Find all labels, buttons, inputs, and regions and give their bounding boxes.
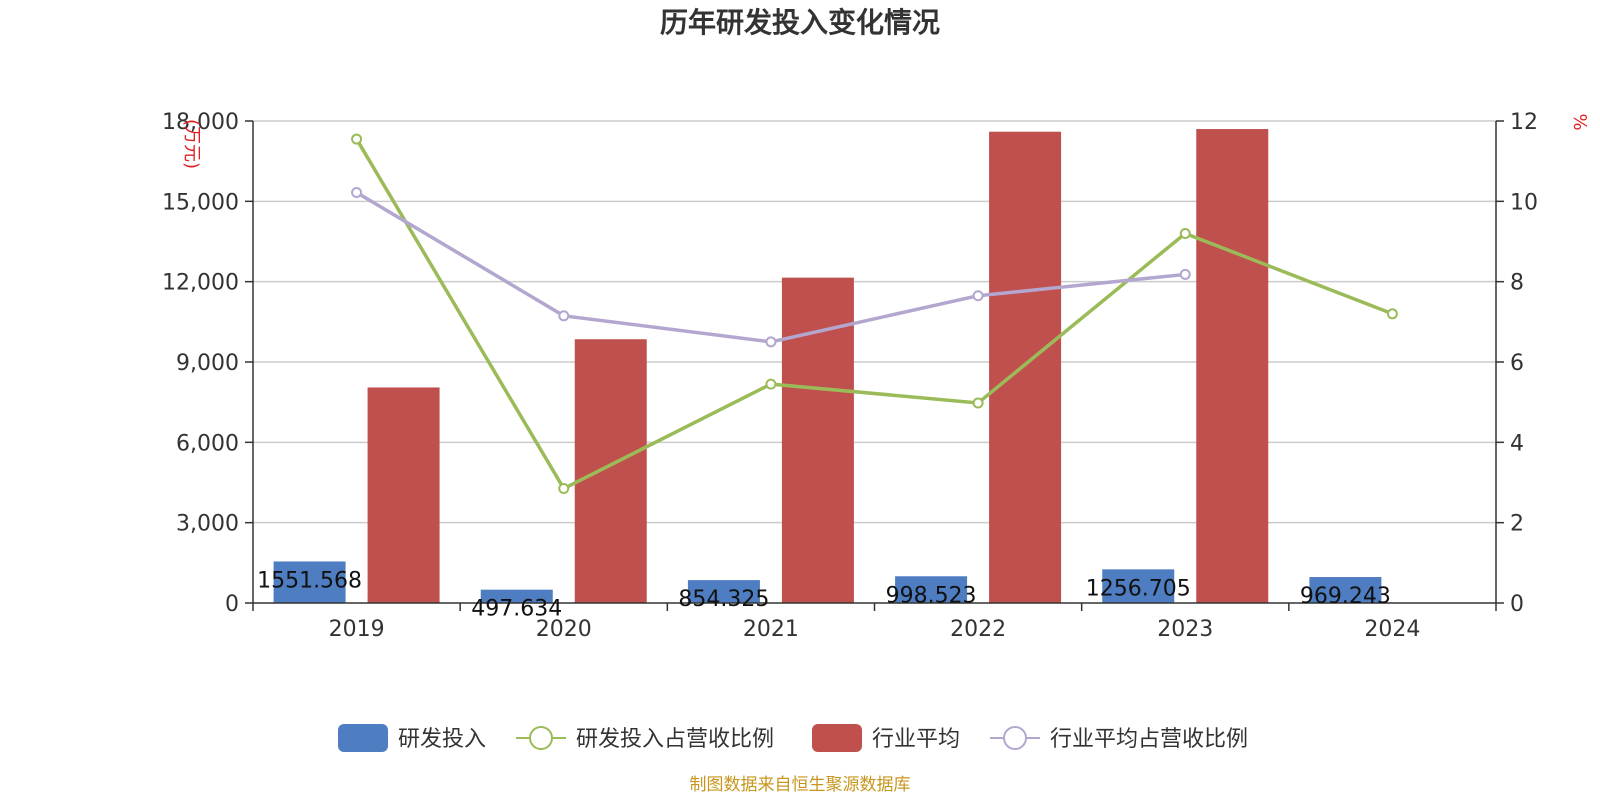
lines (351, 133, 1398, 495)
bar-rd-investment (1309, 577, 1382, 603)
bar-data-label: 1551.568 (257, 568, 362, 593)
x-axis-tick-label: 2021 (743, 617, 799, 642)
x-axis-tick-label: 2019 (329, 617, 385, 642)
bar-industry-average (1196, 129, 1269, 604)
data-labels: 1551.568 497.634 854.325 998.523 1256.705 969… (257, 568, 1391, 621)
chart-title: 历年研发投入变化情况 (660, 6, 940, 39)
legend-swatch-bar (812, 724, 862, 752)
line-rd-ratio (355, 138, 1394, 491)
bar-data-label: 854.325 (678, 587, 769, 612)
line-point (972, 290, 984, 302)
legend-label: 行业平均占营收比例 (1050, 727, 1248, 752)
bar-rd-investment (687, 580, 760, 603)
x-axis-tick-label: 2024 (1364, 617, 1420, 642)
right-axis-tick-label: 10 (1510, 190, 1538, 215)
left-axis-unit: (万元) (181, 119, 202, 169)
x-axis-tick-label: 2022 (950, 617, 1006, 642)
left-axis-tick-label: 0 (225, 592, 239, 617)
right-axis-tick-label: 6 (1510, 351, 1524, 376)
left-axis-tick-label: 6,000 (176, 431, 239, 456)
right-axis-tick-label: 4 (1510, 431, 1524, 456)
axes: 0 3,000 6,000 9,000 12,000 15,000 18,000 0 2 4 6 8 1… (162, 110, 1538, 642)
grid-lines (253, 120, 1496, 524)
line-point (765, 336, 777, 348)
bar-rd-investment (273, 561, 346, 603)
right-axis-tick-label: 12 (1510, 110, 1538, 135)
line-point (1179, 227, 1191, 239)
bar-industry-average (367, 387, 440, 603)
x-axis-tick-label: 2020 (536, 617, 592, 642)
bar-industry-average (574, 339, 647, 603)
bar-rd-investment (895, 576, 968, 603)
line-point (1386, 308, 1398, 320)
line-point (558, 310, 570, 322)
legend-swatch-marker (1003, 726, 1027, 750)
line-point (558, 483, 570, 495)
right-axis-tick-label: 8 (1510, 271, 1524, 296)
line-point (1179, 268, 1191, 280)
legend-label: 行业平均 (872, 727, 960, 752)
legend-label: 研发投入 (398, 727, 486, 752)
left-axis-tick-label: 12,000 (162, 271, 239, 296)
left-axis-tick-label: 18,000 (162, 110, 239, 135)
line-point (765, 378, 777, 390)
bar-data-label: 1256.705 (1086, 576, 1191, 601)
bar-industry-average (989, 131, 1062, 603)
line-point (351, 186, 363, 198)
bars (273, 129, 1382, 604)
legend-label: 研发投入占营收比例 (576, 727, 774, 752)
left-axis-tick-label: 15,000 (162, 190, 239, 215)
line-point (351, 133, 363, 145)
left-axis-tick-label: 3,000 (176, 512, 239, 537)
x-axis-tick-label: 2023 (1157, 617, 1213, 642)
right-axis-unit: % (1569, 113, 1590, 130)
legend-swatch-bar (338, 724, 388, 752)
line-point (972, 397, 984, 409)
bar-rd-investment (480, 589, 553, 603)
source-note: 制图数据来自恒生聚源数据库 (690, 775, 911, 795)
legend-swatch-marker (529, 726, 553, 750)
right-axis-tick-label: 0 (1510, 592, 1524, 617)
bar-data-label: 497.634 (471, 597, 562, 622)
legend: 研发投入 研发投入占营收比例 行业平均 行业平均占营收比例 (338, 724, 1248, 752)
bar-data-label: 969.243 (1300, 584, 1391, 609)
bar-rd-investment (1102, 569, 1175, 603)
bar-data-label: 998.523 (886, 583, 977, 608)
left-axis-tick-label: 9,000 (176, 351, 239, 376)
right-axis-tick-label: 2 (1510, 512, 1524, 537)
